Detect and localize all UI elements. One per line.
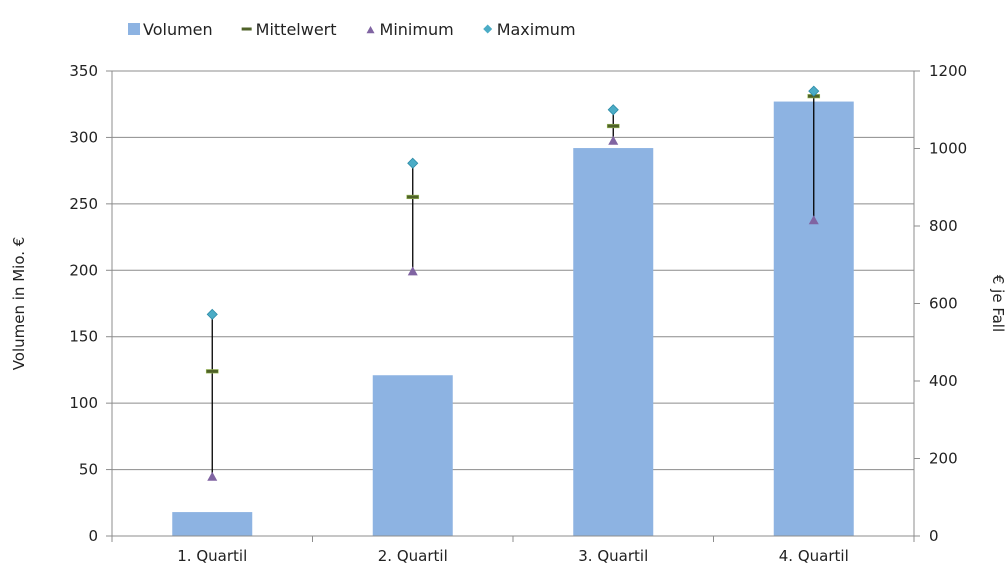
right-tick-label: 400 [929, 372, 958, 390]
right-tick-label: 600 [929, 295, 958, 313]
category-label: 3. Quartil [578, 547, 648, 565]
left-tick-labels: 0 50 100 150 200 250 300 350 [69, 62, 98, 545]
left-tick-label: 50 [79, 461, 98, 479]
range-lines [211, 91, 815, 477]
category-label: 4. Quartil [779, 547, 849, 565]
category-labels: 1. Quartil 2. Quartil 3. Quartil 4. Quartil [177, 547, 848, 565]
legend-item: Mittelwert [241, 20, 337, 39]
legend-label: Volumen [143, 20, 213, 39]
bars [172, 101, 854, 537]
right-tick-label: 1000 [929, 140, 967, 158]
left-tick-label: 100 [69, 394, 98, 412]
left-tick-label: 200 [69, 261, 98, 279]
right-axis-title: € je Fall [989, 275, 1005, 332]
legend-swatch [483, 24, 493, 34]
legend-swatch [128, 23, 140, 35]
minimum-marker [407, 266, 418, 276]
bar [172, 512, 253, 536]
right-tick-label: 200 [929, 450, 958, 468]
legend-swatch [366, 26, 375, 34]
legend: Volumen Mittelwert Minimum Maximum [128, 20, 576, 39]
left-tick-label: 150 [69, 328, 98, 346]
left-axis-title: Volumen in Mio. € [10, 237, 28, 371]
bar [372, 375, 453, 536]
legend-item: Maximum [483, 20, 576, 39]
category-label: 1. Quartil [177, 547, 247, 565]
legend-label: Minimum [380, 20, 454, 39]
legend-item: Minimum [366, 20, 454, 39]
minimum-marker [608, 135, 619, 145]
right-tick-label: 0 [929, 527, 939, 545]
legend-item: Volumen [128, 20, 213, 39]
markers [205, 85, 821, 481]
axes [106, 70, 920, 542]
legend-label: Mittelwert [256, 20, 337, 39]
category-label: 2. Quartil [378, 547, 448, 565]
left-tick-label: 250 [69, 195, 98, 213]
legend-label: Maximum [497, 20, 576, 39]
minimum-marker [207, 471, 218, 481]
legend-swatch [241, 27, 252, 31]
maximum-marker [206, 308, 218, 320]
bar [573, 148, 654, 537]
left-tick-label: 0 [88, 527, 98, 545]
right-tick-label: 800 [929, 217, 958, 235]
left-tick-label: 350 [69, 62, 98, 80]
gridlines [112, 70, 914, 471]
mean-marker [406, 194, 420, 200]
right-tick-labels: 0 200 400 600 800 1000 1200 [929, 62, 967, 545]
maximum-marker [808, 85, 820, 97]
minimum-marker [808, 215, 819, 225]
maximum-marker [607, 104, 619, 116]
maximum-marker [407, 157, 419, 169]
right-tick-label: 1200 [929, 62, 967, 80]
mean-marker [606, 123, 620, 129]
mean-marker [205, 369, 219, 374]
left-tick-label: 300 [69, 128, 98, 146]
